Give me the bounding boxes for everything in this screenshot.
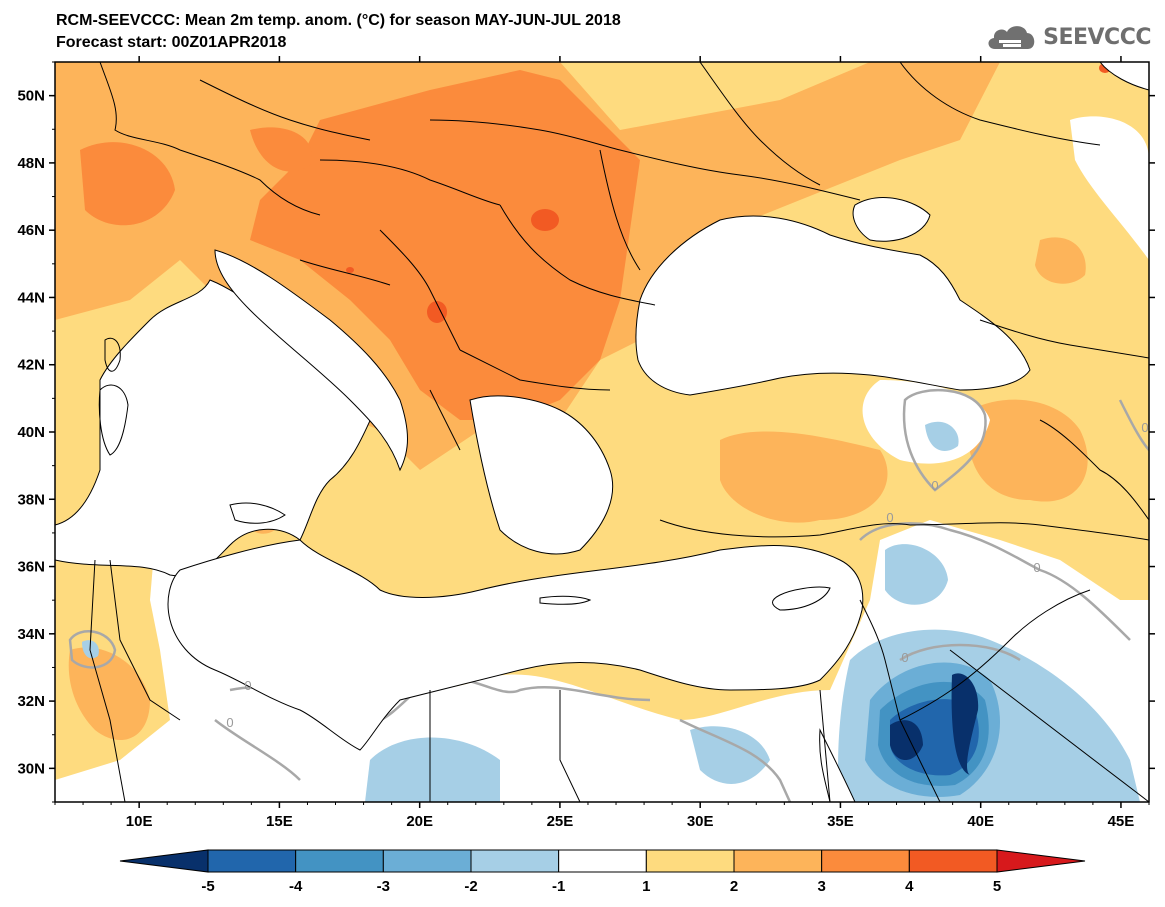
lat-tick-label: 44N — [17, 289, 45, 306]
lon-tick-label: 25E — [547, 813, 574, 830]
anomaly-band-3-4 — [250, 127, 312, 172]
lon-tick-label: 35E — [827, 813, 854, 830]
lat-tick-label: 42N — [17, 357, 45, 374]
map-title: RCM-SEEVCCC: Mean 2m temp. anom. (°C) fo… — [56, 12, 621, 29]
anomaly-band-3-4 — [250, 70, 640, 420]
lat-tick-label: 36N — [17, 559, 45, 576]
lat-tick-label: 32N — [17, 693, 45, 710]
colorbar-label: 1 — [642, 878, 650, 895]
cloud-icon — [988, 26, 1035, 49]
colorbar-segment — [908, 849, 998, 873]
colorbar-segment — [733, 849, 823, 873]
lat-tick-label: 50N — [17, 88, 45, 105]
eastern-mediterranean — [167, 539, 864, 751]
colorbar-segment — [558, 849, 647, 873]
colorbar-label: 3 — [817, 878, 825, 895]
zero-contour-label: 0 — [886, 510, 893, 525]
anomaly-band-minus1-minus2 — [690, 726, 770, 784]
zero-contour-label: 0 — [244, 678, 251, 693]
country-borders — [89, 62, 1149, 802]
anomaly-band-4-5 — [531, 209, 559, 231]
anomaly-band-4-5 — [427, 301, 447, 323]
anomaly-band-2-3 — [1035, 237, 1086, 284]
colorbar-segment — [470, 849, 560, 873]
seevccc-logo: SEEVCCC — [985, 21, 1151, 53]
anomaly-band-minus1-minus2 — [365, 737, 500, 802]
anomaly-band-2-3 — [68, 647, 150, 740]
anomaly-band-3-4 — [80, 142, 175, 226]
colorbar-label: -3 — [377, 878, 390, 895]
colorbar-arrow-high — [996, 849, 1086, 873]
anomaly-band-minus1-minus2 — [885, 544, 948, 605]
colorbar: -5 -4 -3 -2 -1 1 2 3 4 5 — [119, 849, 1086, 895]
longitude-axis: 10E 15E 20E 25E 30E 35E 40E 45E — [54, 56, 1150, 830]
lat-tick-label: 34N — [17, 626, 45, 643]
colorbar-label: -4 — [289, 878, 303, 895]
lon-tick-label: 40E — [967, 813, 994, 830]
colorbar-segment — [295, 849, 384, 873]
anomaly-band-2-3 — [968, 399, 1088, 502]
colorbar-label: -2 — [464, 878, 477, 895]
colorbar-arrow-low — [119, 849, 209, 873]
colorbar-label: -5 — [201, 878, 214, 895]
lon-tick-label: 10E — [126, 813, 153, 830]
colorbar-segment — [821, 849, 910, 873]
lon-tick-label: 30E — [687, 813, 714, 830]
zero-contour-label: 0 — [226, 715, 233, 730]
colorbar-segment — [382, 849, 472, 873]
zero-contour-labels: 0 0 0 0 0 0 0 — [226, 420, 1148, 730]
anomaly-band-4-5 — [346, 267, 354, 273]
latitude-axis: 50N 48N 46N 44N 42N 40N 38N 36N 34N 32N 30N — [17, 61, 1155, 803]
anomaly-band-below-minus5 — [951, 673, 979, 775]
lat-tick-label: 48N — [17, 155, 45, 172]
lat-tick-label: 38N — [17, 491, 45, 508]
lon-tick-label: 15E — [266, 813, 293, 830]
lat-tick-label: 30N — [17, 760, 45, 777]
lat-tick-label: 40N — [17, 424, 45, 441]
colorbar-label: 2 — [730, 878, 738, 895]
caspian-edge — [1099, 62, 1149, 91]
tyrrhenian-adriatic — [214, 249, 408, 472]
black-sea — [635, 215, 1031, 396]
lat-tick-label: 46N — [17, 222, 45, 239]
colorbar-segment — [207, 849, 297, 873]
sea-areas — [55, 62, 1149, 802]
aegean-sea — [469, 395, 614, 555]
zero-contour-label: 0 — [1141, 420, 1148, 435]
colorbar-label: -1 — [552, 878, 565, 895]
zero-contour-label: 0 — [901, 650, 908, 665]
colorbar-label: 5 — [993, 878, 1001, 895]
zero-contour-label: 0 — [931, 478, 938, 493]
colorbar-segment — [645, 849, 735, 873]
anomaly-band-2-3 — [720, 431, 888, 523]
colorbar-label: 4 — [905, 878, 914, 895]
logo-text: SEEVCCC — [1043, 24, 1151, 50]
lon-tick-label: 45E — [1108, 813, 1135, 830]
map-title-block: RCM-SEEVCCC: Mean 2m temp. anom. (°C) fo… — [56, 10, 621, 54]
lon-tick-label: 20E — [406, 813, 433, 830]
forecast-start-label: Forecast start: 00Z01APR2018 — [56, 34, 287, 51]
sea-of-azov — [852, 197, 931, 242]
zero-contour-label: 0 — [1033, 560, 1040, 575]
anomaly-band-minus1-minus2 — [925, 421, 959, 452]
anomaly-band-near-zero — [1070, 116, 1149, 260]
